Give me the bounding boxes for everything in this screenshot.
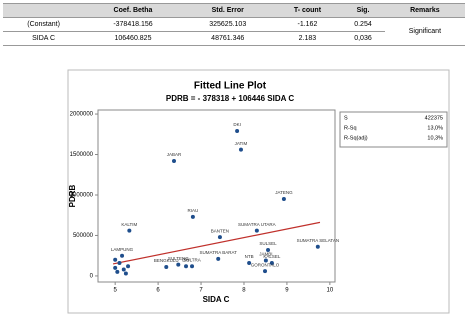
point xyxy=(117,260,122,265)
point-label: BANTEN xyxy=(211,228,229,233)
point xyxy=(216,256,221,261)
point-label: SUMATRA SELATAN xyxy=(297,238,340,243)
table-cell: 0,036 xyxy=(341,31,385,46)
x-tick-label: 5 xyxy=(114,288,118,294)
point xyxy=(190,264,195,269)
x-tick-label: 10 xyxy=(327,288,334,294)
point-label: JATIM xyxy=(235,141,248,146)
point-label: DKI xyxy=(233,122,241,127)
header-cell: Std. Error xyxy=(181,3,274,18)
point xyxy=(254,228,259,233)
point-label: BENGKULU xyxy=(154,258,179,263)
point xyxy=(176,262,181,267)
stat-name: R-Sq xyxy=(344,125,357,131)
x-tick-label: 6 xyxy=(156,288,160,294)
y-axis-label: PDRB xyxy=(68,184,77,207)
stat-name: R-Sq(adj) xyxy=(344,135,368,141)
table-cell: SIDA C xyxy=(3,31,85,46)
table-cell: 48761.346 xyxy=(181,31,274,46)
point xyxy=(263,258,268,263)
point-label: SULTRA xyxy=(183,257,200,262)
y-tick-label: 1000000 xyxy=(70,193,94,199)
fit-line xyxy=(112,221,321,265)
point-label: NTB xyxy=(245,254,254,259)
regression-table: Coef. Betha Std. Error T- count Sig. Remarks… xyxy=(3,3,465,46)
stat-value: 13,0% xyxy=(427,125,443,131)
y-tick-label: 500000 xyxy=(73,233,94,239)
table-row: SIDA C 106460.825 48761.346 2.183 0,036 xyxy=(3,31,465,46)
point-label: LAMPUNG xyxy=(111,247,134,252)
stat-value: 10,3% xyxy=(427,135,443,141)
point-label: KALTIM xyxy=(121,222,137,227)
point xyxy=(113,265,118,270)
point xyxy=(281,197,286,202)
point-label: DIY xyxy=(182,257,190,262)
stat-name: S xyxy=(344,115,348,121)
point-label: SUMATRA UTARA xyxy=(238,222,276,227)
table-cell: 2.183 xyxy=(273,31,342,46)
stat-value: 422375 xyxy=(425,115,443,121)
point xyxy=(266,248,271,253)
chart-frame xyxy=(67,69,450,314)
header-cell: Sig. xyxy=(341,3,385,18)
point xyxy=(184,264,189,269)
table-cell: 106460.825 xyxy=(84,31,182,46)
x-tick-label: 8 xyxy=(242,288,246,294)
point-label: JAMBI xyxy=(259,252,272,257)
point-label: SULTENG xyxy=(168,256,189,261)
x-tick-label: 9 xyxy=(285,288,289,294)
point xyxy=(127,228,132,233)
point xyxy=(164,265,169,270)
point xyxy=(123,271,128,276)
point xyxy=(113,257,118,262)
point xyxy=(126,264,131,269)
point xyxy=(263,269,268,274)
point xyxy=(217,235,222,240)
point xyxy=(269,260,274,265)
point xyxy=(171,158,176,163)
y-tick-label: 2000000 xyxy=(70,112,94,118)
chart-subtitle: PDRB = - 378318 + 106446 SIDA C xyxy=(166,94,294,103)
point-label: GORONTALO xyxy=(251,262,280,267)
point xyxy=(121,267,126,272)
point-label: KALSEL xyxy=(263,254,281,259)
y-tick-label: 0 xyxy=(90,274,94,280)
point-label: RIAU xyxy=(188,208,199,213)
stats-box xyxy=(339,111,448,148)
y-tick-label: 1500000 xyxy=(70,152,94,158)
plot-area xyxy=(97,109,336,283)
point xyxy=(120,253,125,258)
point-label: SULSEL xyxy=(259,241,277,246)
point xyxy=(235,129,240,134)
x-axis-label: SIDA C xyxy=(203,295,230,304)
point-label: JATENG xyxy=(275,190,293,195)
point xyxy=(247,260,252,265)
header-row: Coef. Betha Std. Error T- count Sig. Remarks xyxy=(3,3,465,18)
point xyxy=(115,269,120,274)
point xyxy=(190,214,195,219)
point-label: JABAR xyxy=(167,152,182,157)
point-label: SUMATRA BARAT xyxy=(200,250,238,255)
point xyxy=(238,147,243,152)
x-tick-label: 7 xyxy=(199,288,203,294)
remarks-cell: Significant xyxy=(384,17,465,46)
chart-title: Fitted Line Plot xyxy=(194,81,267,92)
header-cell: Remarks xyxy=(384,3,465,18)
point xyxy=(315,244,320,249)
